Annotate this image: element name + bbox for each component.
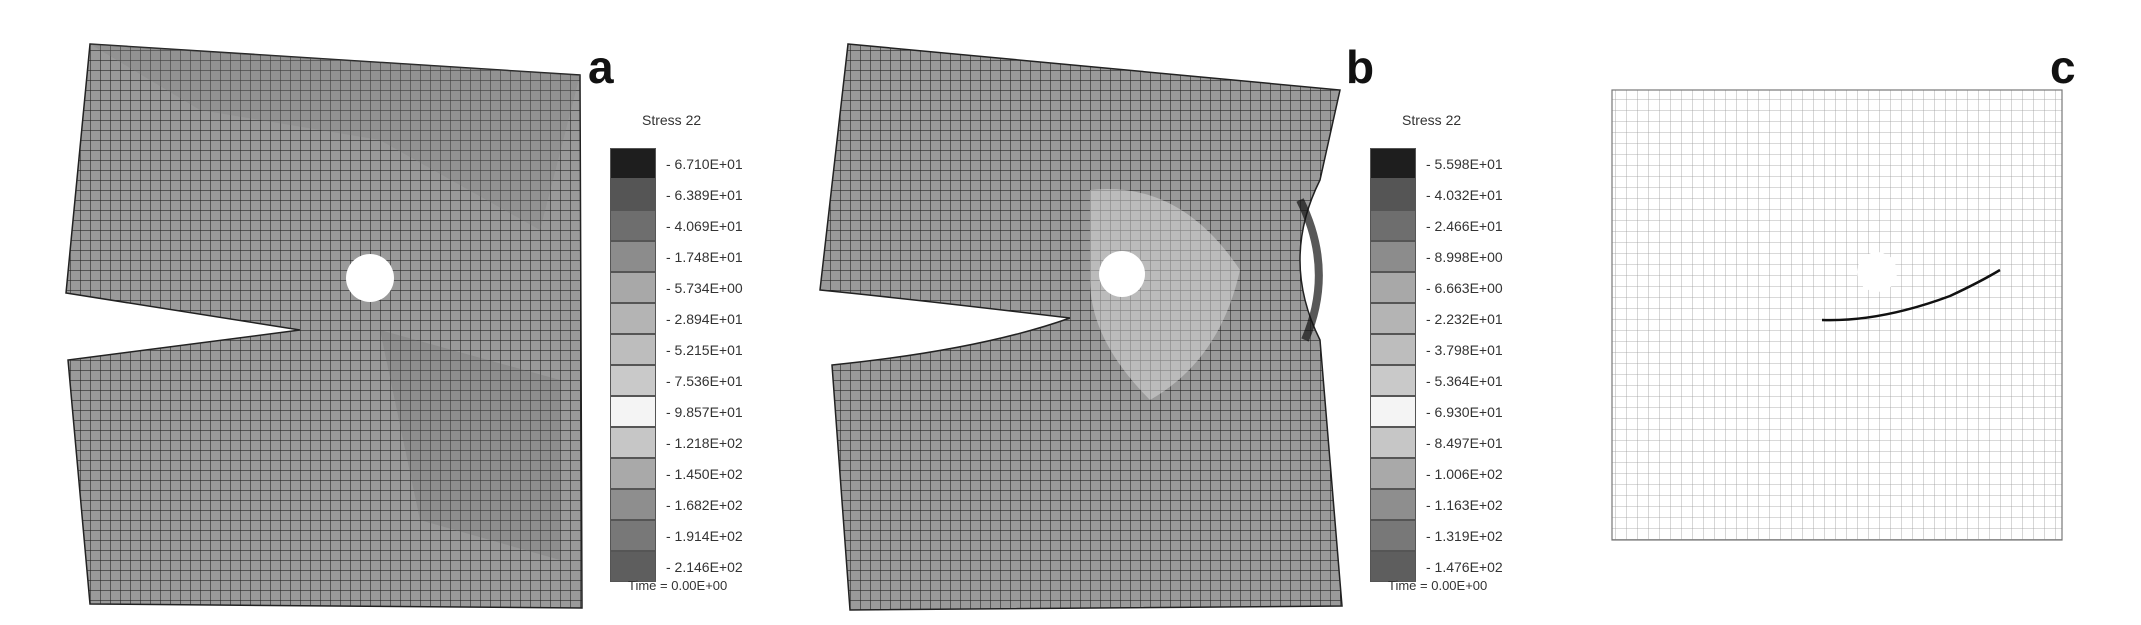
legend-tick-label: - 2.232E+01 xyxy=(1426,311,1503,327)
mesh-plot-c xyxy=(1611,89,2063,541)
legend-swatch xyxy=(610,303,656,334)
legend-tick-label: - 2.146E+02 xyxy=(666,559,743,575)
legend-swatch xyxy=(1370,179,1416,210)
legend-swatch xyxy=(1370,303,1416,334)
legend-swatch xyxy=(610,148,656,179)
legend-title-a: Stress 22 xyxy=(642,112,702,128)
legend-tick-label: - 7.536E+01 xyxy=(666,373,743,389)
legend-tick-label: - 5.215E+01 xyxy=(666,342,743,358)
legend-swatch xyxy=(610,210,656,241)
legend-tick-label: - 1.450E+02 xyxy=(666,466,743,482)
deformed-plate-a xyxy=(65,43,583,609)
legend-tick-label: - 6.663E+00 xyxy=(1426,280,1503,296)
legend-swatch xyxy=(610,427,656,458)
legend-swatch xyxy=(610,520,656,551)
legend-swatch xyxy=(610,241,656,272)
legend-tick-label: - 1.476E+02 xyxy=(1426,559,1503,575)
hole-a xyxy=(346,254,394,302)
legend-tick-label: - 3.798E+01 xyxy=(1426,342,1503,358)
legend-tick-label: - 4.069E+01 xyxy=(666,218,743,234)
legend-swatch xyxy=(1370,210,1416,241)
legend-tick-label: - 5.598E+01 xyxy=(1426,156,1503,172)
legend-swatch xyxy=(1370,334,1416,365)
legend-tick-label: - 4.032E+01 xyxy=(1426,187,1503,203)
legend-swatch xyxy=(1370,427,1416,458)
panel-b: b Stress 22 - 5.598E+01 - 4.032E+01 - 2.46… xyxy=(760,0,1503,625)
legend-tick-label: - 6.930E+01 xyxy=(1426,404,1503,420)
legend-swatch xyxy=(1370,148,1416,179)
legend-swatch xyxy=(610,365,656,396)
panel-label-c: c xyxy=(2050,41,2076,93)
panel-c: c xyxy=(1560,0,2141,625)
legend-tick-label: - 1.319E+02 xyxy=(1426,528,1503,544)
panel-label-b: b xyxy=(1346,41,1375,93)
legend-swatch xyxy=(1370,551,1416,582)
legend-tick-label: - 5.364E+01 xyxy=(1426,373,1503,389)
legend-swatch xyxy=(1370,396,1416,427)
legend-tick-label: - 1.163E+02 xyxy=(1426,497,1503,513)
crack-path xyxy=(1821,268,2001,322)
legend-swatch xyxy=(1370,458,1416,489)
time-label-a: Time = 0.00E+00 xyxy=(628,578,728,593)
panel-a: a Stress 22 - 6.710E+01 - 6.389E+01 - 4.06… xyxy=(0,0,743,625)
legend-swatch xyxy=(610,179,656,210)
legend-tick-label: - 8.998E+00 xyxy=(1426,249,1503,265)
legend-tick-label: - 6.710E+01 xyxy=(666,156,743,172)
legend-swatch xyxy=(1370,489,1416,520)
legend-tick-label: - 1.914E+02 xyxy=(666,528,743,544)
legend-tick-label: - 1.218E+02 xyxy=(666,435,743,451)
legend-swatch xyxy=(610,334,656,365)
mesh-plot-a xyxy=(65,43,583,609)
legend-title-b: Stress 22 xyxy=(1402,112,1462,128)
legend-swatch xyxy=(610,396,656,427)
legend-tick-label: - 8.497E+01 xyxy=(1426,435,1503,451)
mesh-plot-b xyxy=(819,43,1343,611)
hole-b xyxy=(1099,251,1145,297)
legend-swatch xyxy=(1370,272,1416,303)
legend-tick-label: - 1.748E+01 xyxy=(666,249,743,265)
legend-tick-label: - 1.006E+02 xyxy=(1426,466,1503,482)
legend-tick-label: - 2.466E+01 xyxy=(1426,218,1503,234)
legend-tick-label: - 6.389E+01 xyxy=(666,187,743,203)
legend-swatch xyxy=(610,272,656,303)
legend-swatch xyxy=(610,458,656,489)
legend-swatch xyxy=(610,489,656,520)
legend-swatch xyxy=(610,551,656,582)
time-label-b: Time = 0.00E+00 xyxy=(1388,578,1488,593)
panel-label-a: a xyxy=(588,41,614,93)
legend-tick-label: - 9.857E+01 xyxy=(666,404,743,420)
legend-tick-label: - 1.682E+02 xyxy=(666,497,743,513)
legend-tick-label: - 2.894E+01 xyxy=(666,311,743,327)
legend-tick-label: - 5.734E+00 xyxy=(666,280,743,296)
undeformed-mesh xyxy=(1611,89,2063,541)
legend-swatch xyxy=(1370,520,1416,551)
legend-swatch xyxy=(1370,365,1416,396)
deformed-plate-b xyxy=(819,43,1343,611)
hole-c xyxy=(1857,252,1897,292)
legend-swatch xyxy=(1370,241,1416,272)
